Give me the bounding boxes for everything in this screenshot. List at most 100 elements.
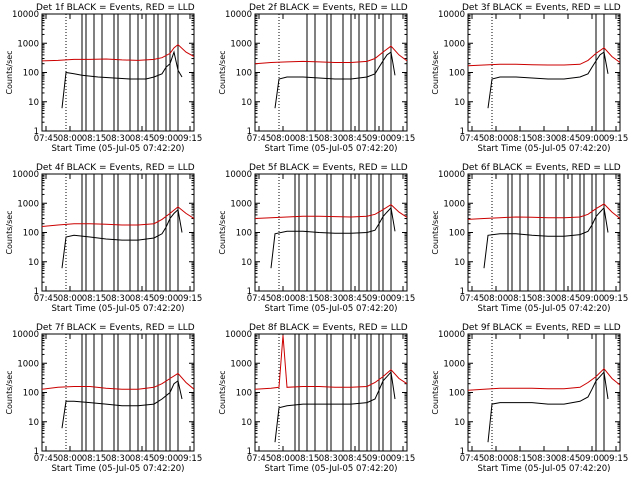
y-tick-label: 100 [449,69,465,79]
y-tick-label: 1 [247,447,252,457]
x-axis-label: Start Time (05-Jul-05 07:42:20) [52,304,185,314]
x-tick-label: 09:00 [154,134,179,144]
y-tick-label: 10 [241,98,252,108]
x-tick-label: 07:45 [247,134,272,144]
y-tick-label: 10 [28,258,39,268]
y-tick-label: 1 [460,127,465,137]
x-tick-label: 09:15 [178,134,203,144]
x-tick-label: 07:45 [460,294,485,304]
x-axis-label: Start Time (05-Jul-05 07:42:20) [478,464,611,474]
panel-9: Det 9f BLACK = Events, RED = LLD 1 10 100 10… [431,323,628,474]
x-tick-label: 07:45 [34,134,59,144]
y-tick-label: 1 [34,287,39,297]
y-tick-label: 10000 [225,330,252,340]
x-tick-label: 08:30 [106,454,131,464]
y-tick-label: 1000 [443,359,465,369]
x-tick-label: 09:00 [154,294,179,304]
plot-area [255,334,407,451]
x-tick-label: 09:15 [178,294,203,304]
x-tick-label: 08:45 [130,294,155,304]
series-events [274,370,396,443]
panel-8: Det 8f BLACK = Events, RED = LLD 1 10 100 10… [218,323,415,474]
series-lld [255,45,407,65]
y-tick-label: 10 [28,418,39,428]
x-tick-label: 08:15 [508,454,533,464]
x-axis-label: Start Time (05-Jul-05 07:42:20) [265,144,398,154]
y-axis-label: Counts/sec [218,370,227,414]
x-tick-label: 07:45 [247,294,272,304]
y-tick-label: 100 [23,69,39,79]
x-axis-label: Start Time (05-Jul-05 07:42:20) [478,144,611,154]
x-tick-label: 09:15 [178,454,203,464]
x-tick-label: 08:15 [508,134,533,144]
x-tick-label: 09:00 [580,134,605,144]
panel-2: Det 2f BLACK = Events, RED = LLD 1 10 100 10… [218,3,415,154]
panel-title: Det 5f BLACK = Events, RED = LLD [249,163,408,173]
x-tick-label: 09:00 [367,454,392,464]
series-events [61,208,183,269]
x-tick-label: 09:15 [604,454,629,464]
y-tick-label: 1 [247,127,252,137]
x-tick-label: 08:15 [82,134,107,144]
y-axis-label: Counts/sec [431,50,440,94]
x-tick-label: 07:45 [460,454,485,464]
plot-area [255,174,407,291]
x-tick-label: 09:00 [154,454,179,464]
y-tick-label: 100 [449,229,465,239]
x-tick-label: 08:30 [319,454,344,464]
y-tick-label: 10 [28,98,39,108]
y-axis-label: Counts/sec [431,210,440,254]
y-tick-label: 10 [454,98,465,108]
x-tick-label: 08:15 [508,294,533,304]
x-tick-label: 09:15 [391,134,416,144]
y-axis-label: Counts/sec [5,210,14,254]
x-tick-label: 08:30 [319,134,344,144]
x-tick-label: 08:00 [58,294,83,304]
x-axis-label: Start Time (05-Jul-05 07:42:20) [52,144,185,154]
x-axis-label: Start Time (05-Jul-05 07:42:20) [478,304,611,314]
panel-1: Det 1f BLACK = Events, RED = LLD 1 10 100 10… [5,3,202,154]
y-tick-label: 1 [460,287,465,297]
y-tick-label: 100 [23,389,39,399]
series-lld [42,206,194,227]
y-tick-label: 1 [34,127,39,137]
x-tick-label: 08:15 [295,294,320,304]
x-tick-label: 08:30 [106,134,131,144]
series-lld [42,372,194,390]
plot-area [42,174,194,291]
y-tick-label: 1000 [230,39,252,49]
series-lld [468,47,620,67]
y-tick-label: 1000 [17,359,39,369]
plot-area [42,14,194,131]
x-tick-label: 08:00 [484,294,509,304]
y-tick-label: 1000 [443,199,465,209]
panel-title: Det 6f BLACK = Events, RED = LLD [462,163,621,173]
y-tick-label: 1000 [230,359,252,369]
y-tick-label: 1000 [230,199,252,209]
panel-7: Det 7f BLACK = Events, RED = LLD 1 10 100 10… [5,323,202,474]
series-lld [255,335,407,390]
x-tick-label: 07:45 [34,294,59,304]
y-tick-label: 100 [23,229,39,239]
plot-frame [467,13,621,132]
series-lld [468,203,620,220]
plot-area [468,14,620,131]
panel-title: Det 3f BLACK = Events, RED = LLD [462,3,621,13]
x-tick-label: 08:00 [271,134,296,144]
x-tick-label: 09:15 [604,134,629,144]
y-tick-label: 1000 [17,39,39,49]
y-axis-label: Counts/sec [431,370,440,414]
panel-title: Det 2f BLACK = Events, RED = LLD [249,3,408,13]
series-events [483,206,609,269]
panel-title: Det 1f BLACK = Events, RED = LLD [36,3,195,13]
x-tick-label: 09:15 [391,454,416,464]
plot-area [255,14,407,131]
plot-area [468,334,620,451]
y-tick-label: 10000 [438,330,465,340]
y-axis-label: Counts/sec [5,50,14,94]
series-lld [42,43,194,62]
y-tick-label: 100 [449,389,465,399]
y-axis-label: Counts/sec [5,370,14,414]
series-events [274,51,396,109]
